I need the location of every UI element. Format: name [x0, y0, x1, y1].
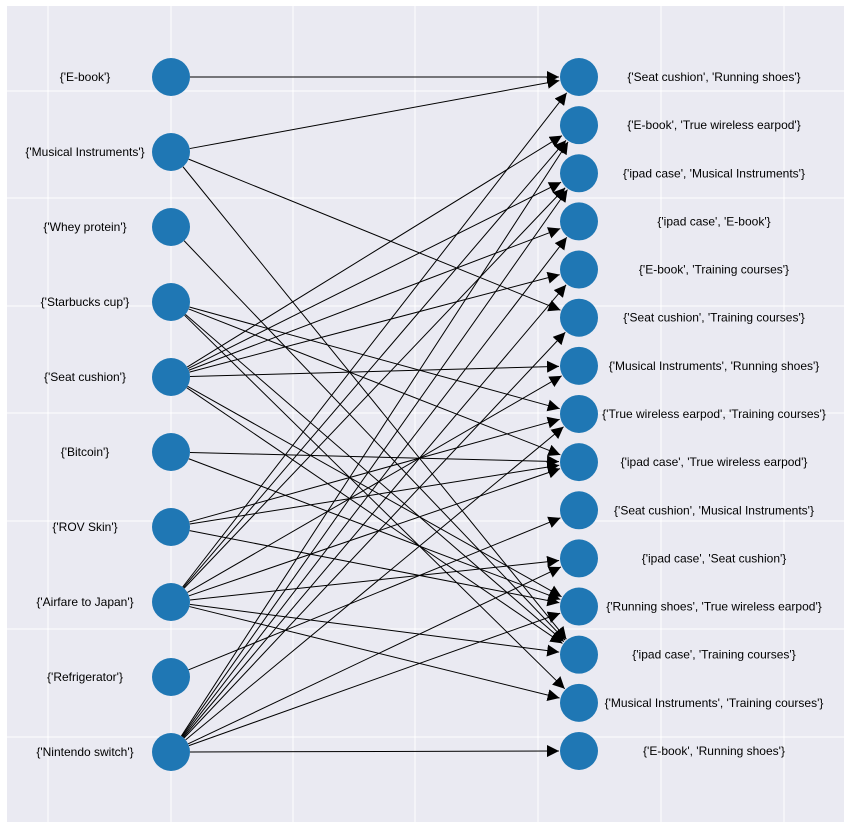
edge-arrow — [188, 308, 561, 457]
edges — [180, 71, 569, 758]
edge-arrow — [189, 271, 560, 373]
left-node-label: {'Airfare to Japan'} — [36, 595, 133, 609]
edge-arrow — [188, 158, 561, 312]
plot-background — [7, 6, 844, 822]
right-node[interactable] — [560, 587, 598, 626]
grid — [7, 6, 844, 822]
left-node-label: {'Nintendo switch'} — [36, 745, 133, 759]
right-node[interactable] — [560, 202, 598, 241]
edge-arrow — [188, 516, 561, 671]
right-node[interactable] — [560, 154, 598, 193]
left-node[interactable] — [152, 433, 190, 471]
right-node[interactable] — [560, 683, 598, 722]
edge-arrow — [188, 227, 561, 371]
edge-arrow — [189, 555, 560, 601]
edge-arrow — [182, 236, 568, 738]
right-node[interactable] — [560, 731, 598, 770]
edge-arrow — [189, 461, 560, 525]
left-node[interactable] — [152, 208, 190, 246]
right-node-label: {'Musical Instruments', 'Running shoes'} — [609, 359, 820, 373]
edge-arrow — [189, 306, 560, 412]
edge-arrow — [184, 314, 566, 690]
right-node-label: {'E-book', 'True wireless earpod'} — [627, 118, 800, 132]
edge-arrow — [182, 92, 568, 588]
left-node[interactable] — [152, 133, 190, 171]
left-node-label: {'Starbucks cup'} — [41, 295, 130, 309]
nodes — [152, 58, 598, 771]
right-node[interactable] — [560, 58, 598, 96]
left-node-label: {'ROV Skin'} — [52, 520, 117, 534]
edge-arrow — [189, 76, 560, 150]
edge-arrow — [188, 458, 561, 601]
edge-arrow — [187, 375, 562, 593]
edge-arrow — [185, 314, 565, 642]
labels: {'E-book'} {'Musical Instruments'} {'Whey … — [25, 70, 826, 759]
left-node-label: {'Seat cushion'} — [44, 370, 126, 384]
right-node[interactable] — [560, 346, 598, 385]
edge-arrow — [186, 387, 563, 644]
edge-arrow — [188, 466, 561, 597]
edge-arrow — [182, 140, 567, 588]
edge-arrow — [183, 331, 566, 739]
right-node-label: {'Running shoes', 'True wireless earpod'… — [606, 600, 822, 614]
left-node[interactable] — [152, 283, 190, 321]
left-node[interactable] — [152, 358, 190, 396]
right-node-label: {'ipad case', 'True wireless earpod'} — [621, 455, 808, 469]
right-node-label: {'ipad case', 'Seat cushion'} — [642, 551, 787, 565]
edge-arrow — [183, 240, 566, 641]
left-node[interactable] — [152, 508, 190, 546]
edge-arrow — [181, 189, 568, 737]
right-node-label: {'Seat cushion', 'Training courses'} — [623, 311, 805, 325]
edge-arrow — [185, 426, 564, 741]
right-node-label: {'ipad case', 'E-book'} — [657, 214, 770, 228]
edge-arrow — [182, 166, 567, 640]
left-node-label: {'E-book'} — [60, 70, 111, 84]
right-node-label: {'True wireless earpod', 'Training cours… — [602, 407, 826, 421]
right-node-label: {'Seat cushion', 'Musical Instruments'} — [614, 503, 814, 517]
right-node[interactable] — [560, 539, 598, 578]
edge-arrow — [189, 606, 560, 701]
left-node-label: {'Refrigerator'} — [47, 670, 123, 684]
left-node[interactable] — [152, 58, 190, 96]
edge-arrow — [183, 187, 566, 589]
edge-arrow — [186, 135, 563, 368]
edge-arrow — [189, 451, 560, 468]
edge-arrow — [189, 745, 560, 758]
right-node-label: {'ipad case', 'Musical Instruments'} — [623, 166, 805, 180]
right-node[interactable] — [560, 106, 598, 145]
left-node[interactable] — [152, 583, 190, 621]
edge-arrow — [188, 611, 561, 747]
right-node[interactable] — [560, 298, 598, 337]
edge-arrow — [187, 566, 562, 745]
right-node-label: {'Musical Instruments', 'Training course… — [605, 696, 824, 710]
right-node[interactable] — [560, 635, 598, 674]
edge-arrow — [187, 181, 562, 369]
right-node-label: {'E-book', 'Training courses'} — [639, 263, 789, 277]
edge-arrow — [189, 360, 560, 377]
edge-arrow — [189, 530, 560, 607]
left-node[interactable] — [152, 658, 190, 696]
right-node-label: {'Seat cushion', 'Running shoes'} — [627, 70, 800, 84]
right-node[interactable] — [560, 491, 598, 530]
edge-arrow — [189, 603, 560, 657]
left-node[interactable] — [152, 733, 190, 771]
edge-arrow — [180, 141, 569, 737]
right-node-label: {'ipad case', 'Training courses'} — [632, 648, 795, 662]
left-node-label: {'Musical Instruments'} — [25, 145, 144, 159]
edge-arrow — [182, 284, 567, 738]
edge-arrow — [189, 416, 560, 523]
left-node-label: {'Whey protein'} — [43, 220, 126, 234]
edge-arrow — [187, 385, 562, 598]
left-node-label: {'Bitcoin'} — [61, 445, 110, 459]
right-node-label: {'E-book', 'Running shoes'} — [643, 744, 785, 758]
right-node[interactable] — [560, 250, 598, 289]
right-node[interactable] — [560, 443, 598, 482]
right-node[interactable] — [560, 394, 598, 433]
